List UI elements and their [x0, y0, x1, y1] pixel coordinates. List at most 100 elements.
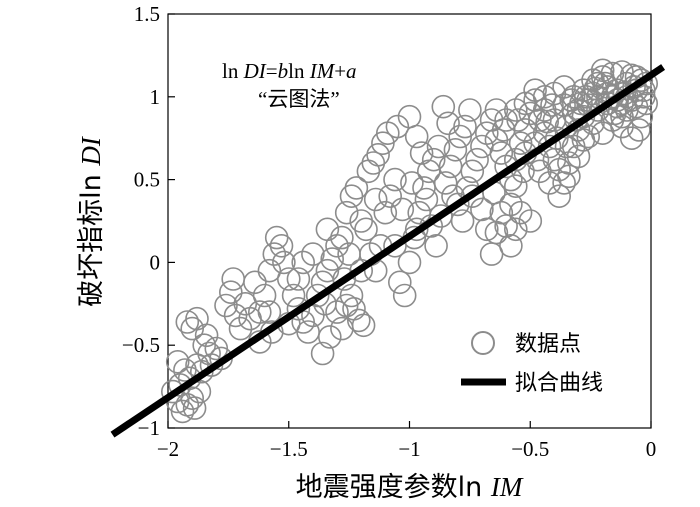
data-point: [272, 250, 296, 275]
data-point: [450, 209, 475, 233]
data-point: [458, 98, 482, 122]
data-point: [412, 176, 436, 200]
data-point: [590, 58, 615, 83]
data-point: [349, 258, 374, 283]
data-point: [566, 144, 591, 169]
data-point: [557, 164, 581, 189]
data-point: [542, 81, 567, 106]
data-point: [214, 293, 238, 318]
data-point: [431, 94, 456, 119]
fit-line: [110, 64, 666, 438]
data-point: [499, 234, 523, 258]
data-point: [366, 143, 390, 167]
data-point: [414, 187, 439, 212]
data-point: [182, 396, 207, 420]
data-point: [315, 258, 340, 283]
data-point: [363, 187, 388, 212]
data-point: [291, 250, 316, 275]
formula-annotation: ln DI=bln IM+a: [222, 59, 357, 83]
data-point: [269, 234, 294, 258]
data-point: [627, 118, 651, 142]
data-point: [429, 204, 453, 228]
data-point: [523, 78, 547, 102]
data-point: [629, 104, 654, 129]
legend-label-fit: 拟合曲线: [515, 371, 603, 396]
data-point: [281, 283, 306, 308]
fit-line-layer: [110, 64, 666, 438]
data-point: [424, 234, 448, 258]
y-tick-label: 0: [150, 250, 161, 274]
data-point: [373, 200, 398, 225]
data-point: [219, 280, 243, 305]
data-point: [175, 310, 200, 334]
data-point: [194, 323, 219, 348]
data-points: [161, 58, 659, 424]
x-axis-ticks: −2 −1.5 −1 −0.5 0: [157, 421, 656, 461]
data-point: [385, 114, 410, 139]
data-point: [503, 217, 528, 242]
data-point: [518, 209, 543, 233]
data-point: [400, 171, 424, 195]
data-point: [228, 316, 253, 341]
data-point: [503, 98, 528, 122]
x-tick-label: 0: [646, 437, 657, 461]
data-point: [301, 242, 325, 266]
x-tick-label: −1.5: [270, 437, 308, 461]
data-point: [474, 217, 499, 242]
data-point: [569, 91, 593, 116]
data-point: [276, 267, 301, 291]
x-tick-label: −1: [398, 437, 420, 461]
data-point: [165, 349, 190, 374]
data-point: [346, 308, 371, 333]
data-point: [378, 184, 403, 208]
data-point: [622, 75, 646, 99]
data-point: [247, 300, 272, 324]
data-point: [421, 147, 446, 172]
data-point: [361, 151, 386, 175]
data-point: [252, 283, 277, 308]
data-point: [540, 93, 564, 117]
data-point: [339, 184, 364, 208]
data-point: [390, 197, 415, 222]
data-point: [494, 108, 518, 132]
data-point: [264, 225, 289, 250]
data-point: [320, 247, 345, 271]
data-point: [330, 225, 354, 250]
data-point: [334, 200, 359, 225]
y-tick-label: −1: [138, 416, 160, 440]
data-point: [561, 85, 586, 109]
y-axis-title: 破坏指标ln DI: [76, 135, 107, 307]
data-point: [436, 111, 460, 136]
data-point: [426, 134, 451, 159]
data-point: [325, 234, 349, 258]
x-axis-title: 地震强度参数ln IM: [296, 472, 524, 503]
data-point: [559, 88, 584, 112]
data-point: [443, 138, 468, 162]
data-point: [404, 217, 429, 242]
legend-marker-circle: [471, 331, 495, 355]
data-point: [404, 124, 429, 149]
legend-label-points: 数据点: [515, 332, 581, 357]
data-point: [392, 283, 417, 308]
data-point: [262, 242, 287, 266]
data-point: [465, 147, 489, 172]
y-axis-ticks: −1 −0.5 0 0.5 1 1.5: [122, 2, 175, 440]
data-point: [576, 124, 601, 149]
data-point: [433, 171, 458, 195]
data-point: [499, 192, 523, 217]
data-point: [484, 220, 509, 245]
data-point: [257, 300, 282, 324]
x-tick-label: −0.5: [511, 437, 549, 461]
data-point: [547, 184, 572, 208]
data-point: [409, 141, 434, 165]
data-point: [354, 217, 378, 242]
data-point: [583, 76, 608, 101]
data-point: [634, 91, 659, 116]
data-point: [489, 141, 514, 165]
data-point: [315, 217, 340, 242]
y-tick-label: 1.5: [134, 2, 160, 26]
data-point: [460, 159, 485, 184]
y-tick-label: 1: [150, 85, 161, 109]
data-point: [286, 267, 311, 291]
